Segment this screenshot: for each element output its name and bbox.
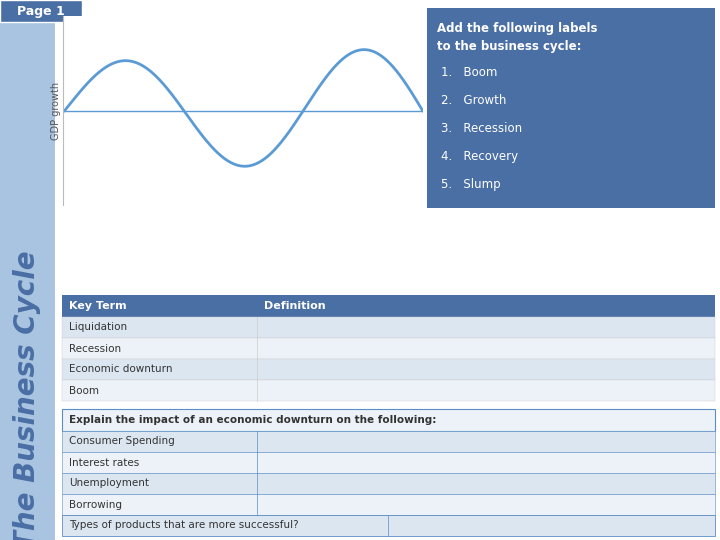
Text: 2.   Growth: 2. Growth: [441, 94, 506, 107]
FancyBboxPatch shape: [62, 409, 715, 431]
FancyBboxPatch shape: [62, 338, 715, 359]
Text: The Business Cycle: The Business Cycle: [13, 251, 41, 540]
Text: Add the following labels: Add the following labels: [437, 22, 598, 35]
FancyBboxPatch shape: [0, 0, 55, 540]
Y-axis label: GDP growth: GDP growth: [51, 82, 61, 140]
Text: Interest rates: Interest rates: [69, 457, 139, 468]
FancyBboxPatch shape: [0, 0, 82, 22]
FancyBboxPatch shape: [62, 380, 715, 401]
FancyBboxPatch shape: [62, 295, 715, 317]
Text: Boom: Boom: [69, 386, 99, 395]
Text: Economic downturn: Economic downturn: [69, 364, 173, 375]
FancyBboxPatch shape: [62, 452, 715, 473]
Text: to the business cycle:: to the business cycle:: [437, 40, 582, 53]
Text: 5.   Slump: 5. Slump: [441, 178, 500, 191]
FancyBboxPatch shape: [62, 431, 715, 452]
Text: 3.   Recession: 3. Recession: [441, 122, 522, 135]
Text: Definition: Definition: [264, 301, 325, 311]
Text: Explain the impact of an economic downturn on the following:: Explain the impact of an economic downtu…: [69, 415, 436, 425]
FancyBboxPatch shape: [62, 359, 715, 380]
Text: Types of products that are more successful?: Types of products that are more successf…: [69, 521, 299, 530]
FancyBboxPatch shape: [62, 317, 715, 338]
FancyBboxPatch shape: [62, 473, 715, 494]
Text: Liquidation: Liquidation: [69, 322, 127, 333]
Text: 1.   Boom: 1. Boom: [441, 66, 498, 79]
Text: 4.   Recovery: 4. Recovery: [441, 150, 518, 163]
FancyBboxPatch shape: [62, 494, 715, 515]
Text: Borrowing: Borrowing: [69, 500, 122, 510]
Text: Page 1: Page 1: [17, 4, 65, 17]
FancyBboxPatch shape: [427, 8, 715, 208]
FancyBboxPatch shape: [62, 515, 715, 536]
Text: Recession: Recession: [69, 343, 121, 354]
Text: Consumer Spending: Consumer Spending: [69, 436, 175, 447]
Text: Unemployment: Unemployment: [69, 478, 149, 489]
Text: Key Term: Key Term: [69, 301, 127, 311]
